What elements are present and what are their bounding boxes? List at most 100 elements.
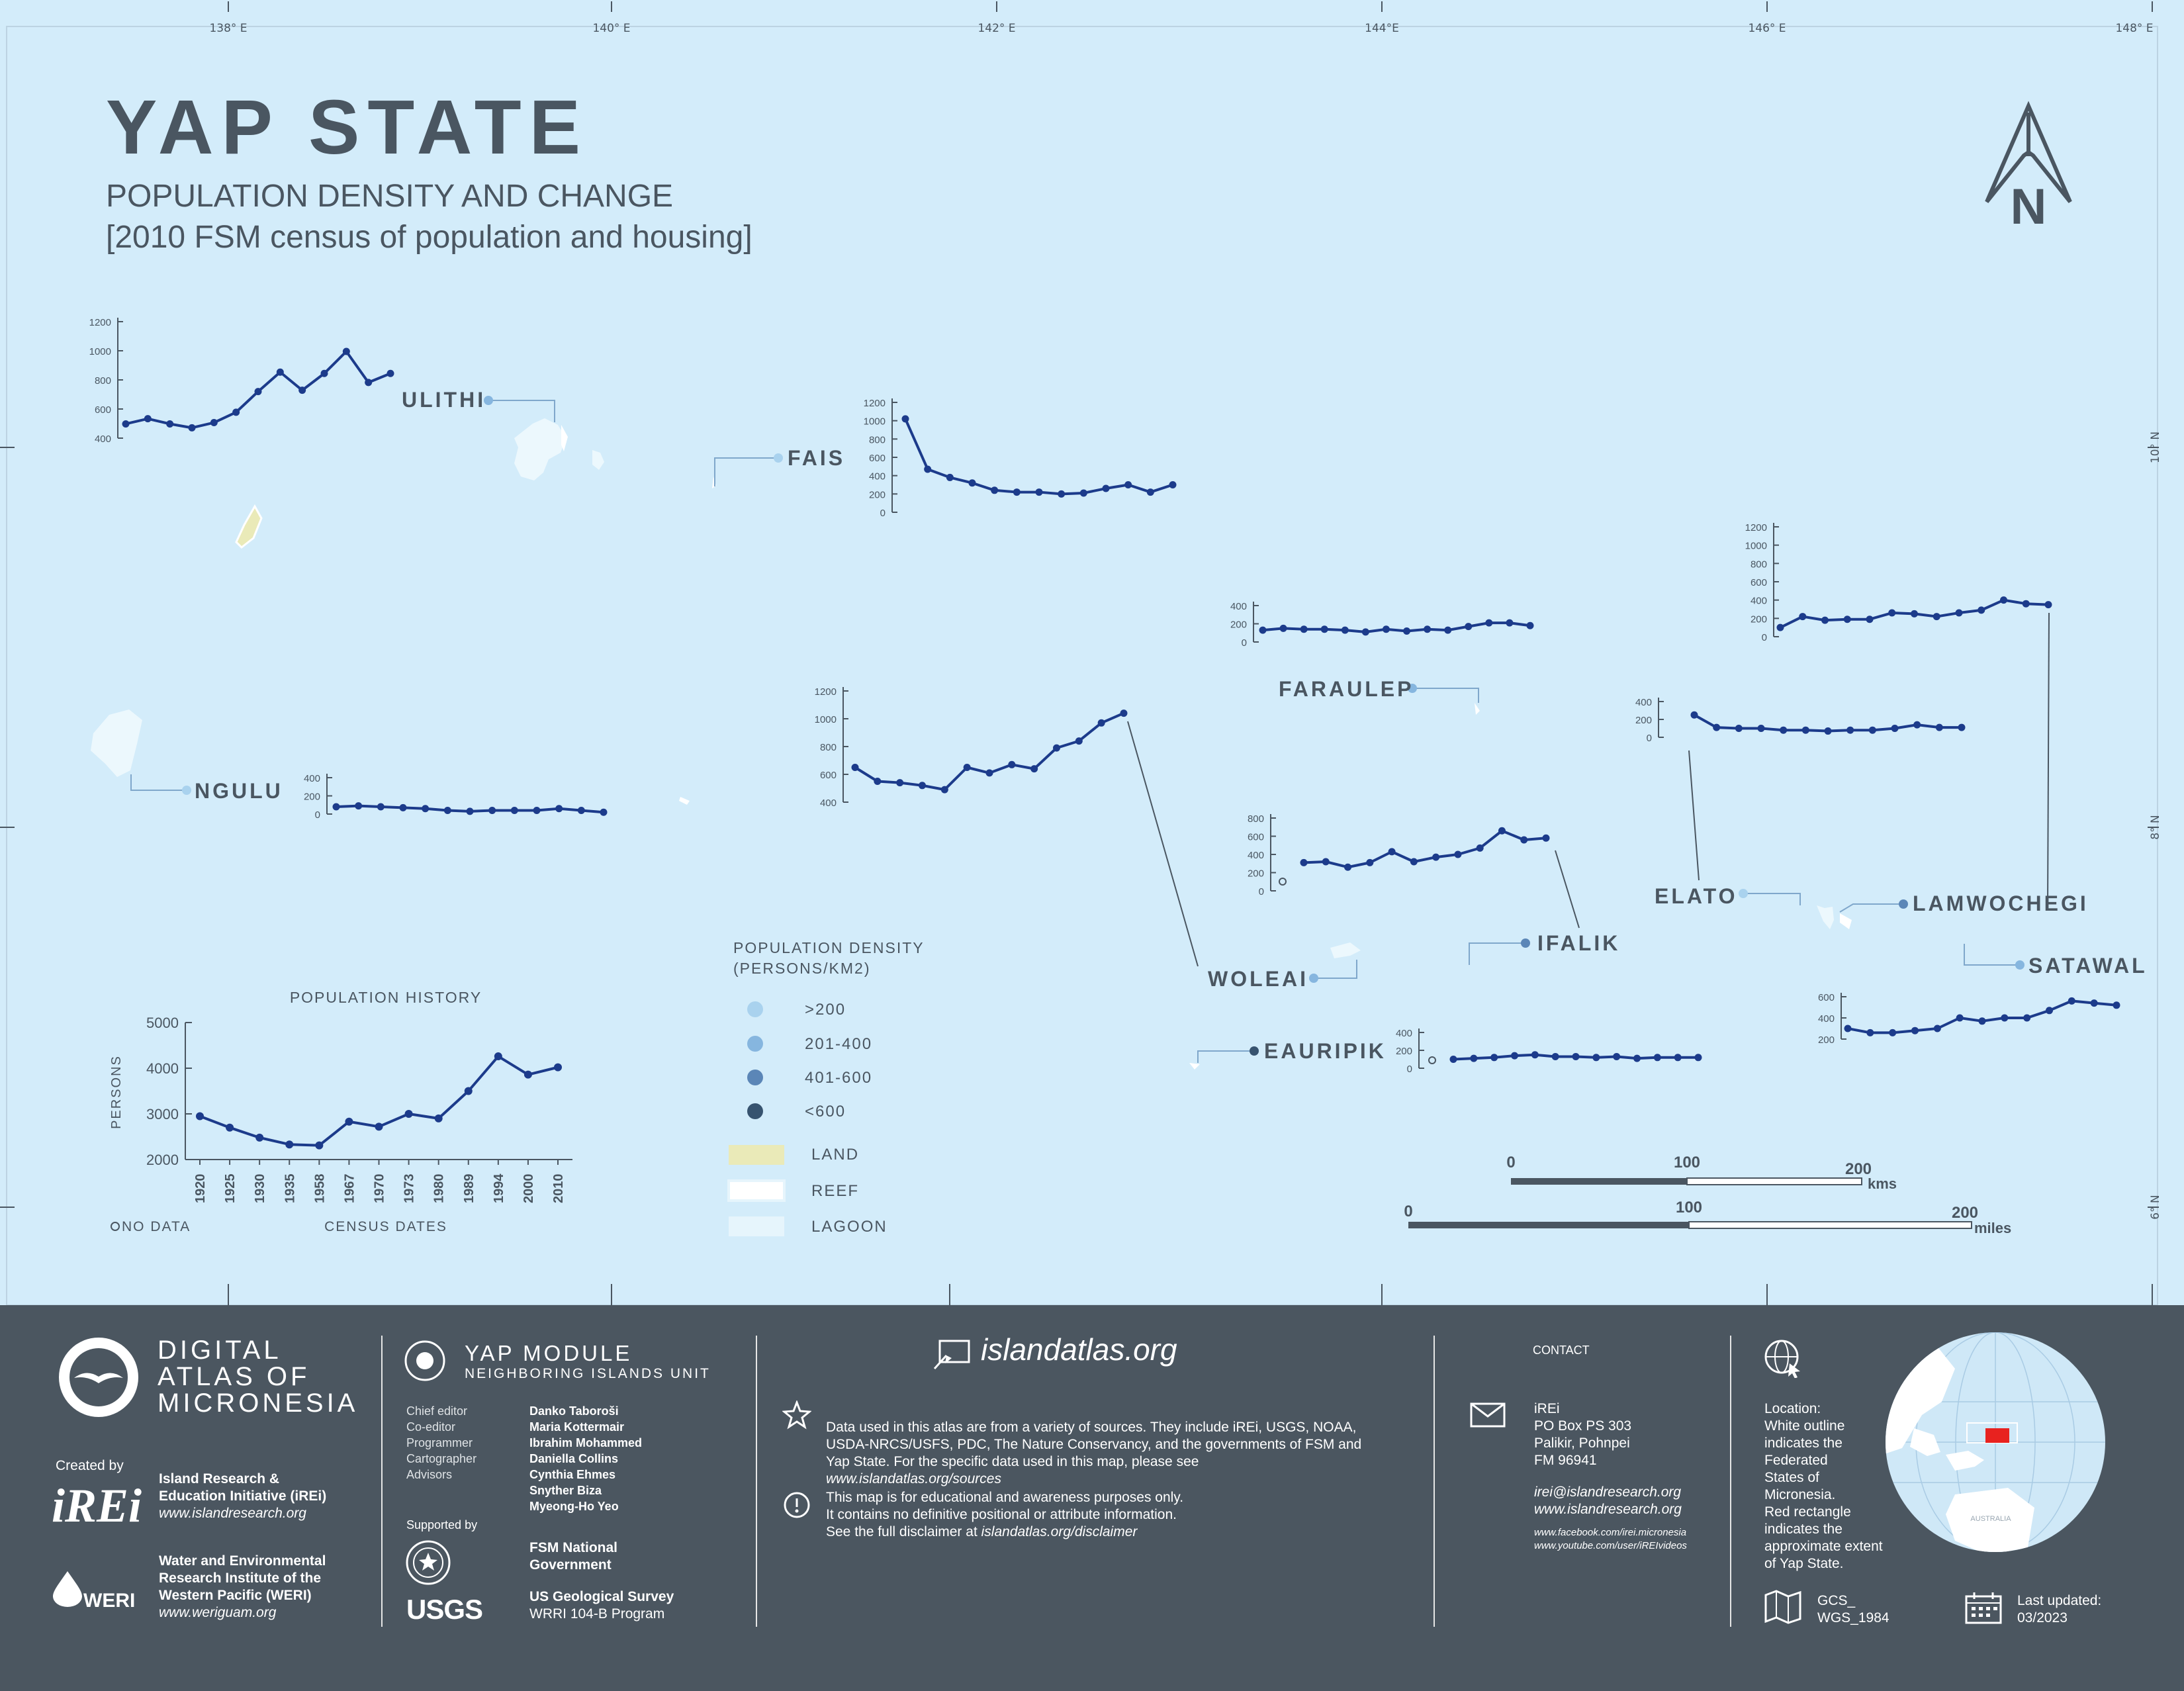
scale-bar: 0 100 200 kms 0 100 200 miles xyxy=(1404,1154,2011,1236)
sparkline-point xyxy=(443,807,451,814)
sparkline-point xyxy=(874,778,882,785)
sparkline-tick-label: 600 xyxy=(1248,832,1264,843)
sparkline-point xyxy=(2000,596,2007,604)
site-link[interactable]: islandatlas.org xyxy=(981,1332,1177,1367)
sparkline-point xyxy=(1300,858,1308,866)
ph-x-tick-label: 1967 xyxy=(342,1174,357,1204)
sparkline-tick-label: 200 xyxy=(869,489,886,500)
ph-x-tick-label: 1994 xyxy=(492,1173,506,1203)
sparkline-point xyxy=(896,779,904,787)
location-line: indicates the xyxy=(1764,1436,1843,1451)
no-data-marker xyxy=(1428,1056,1436,1064)
legend-density-swatch xyxy=(747,1001,763,1017)
sparkline-point xyxy=(1013,488,1021,496)
weri-name: Western Pacific (WERI) xyxy=(159,1588,312,1603)
sparkline-point xyxy=(2090,999,2098,1007)
supported-by-label: Supported by xyxy=(406,1518,478,1531)
sparkline-tick-label: 200 xyxy=(1248,868,1264,880)
sparkline-tick-label: 0 xyxy=(1407,1064,1412,1075)
legend: POPULATION DENSITY (PERSONS/KM2) >200 20… xyxy=(727,939,923,1236)
sparkline-tick-label: 200 xyxy=(1818,1034,1835,1046)
irei-logo: iREi xyxy=(52,1479,142,1532)
sparkline-tick-label: 1200 xyxy=(864,398,886,409)
ph-x-tick-label: 1980 xyxy=(432,1174,447,1204)
map: 138° E 140° E 142° E 144°E 146° E 148° E… xyxy=(0,1,2162,1305)
sparkline-point xyxy=(1801,726,1809,734)
irei-url[interactable]: www.islandresearch.org xyxy=(159,1506,306,1521)
sparkline-tick-label: 400 xyxy=(1751,596,1767,607)
atlas-brand-line: DIGITAL xyxy=(158,1336,282,1365)
island-label-woleai: WOLEAI xyxy=(1208,967,1308,991)
sparkline-point xyxy=(1542,834,1550,842)
ph-y-tick-label: 3000 xyxy=(146,1106,179,1122)
sparkline-ulithi: 1200 1000 800 600 400 xyxy=(89,317,394,445)
globe-icon xyxy=(1764,1340,1800,1378)
scale-km-200: 200 xyxy=(1845,1160,1872,1178)
sparkline-tick-label: 400 xyxy=(1818,1013,1835,1025)
sparkline-point xyxy=(122,420,130,428)
sparkline-point xyxy=(1933,1025,1941,1032)
sparkline-tick-label: 600 xyxy=(95,404,111,416)
sparkline-point xyxy=(1320,625,1328,633)
disclaimer-link[interactable]: islandatlas.org/disclaimer xyxy=(981,1524,1138,1539)
sparkline-tick-label: 400 xyxy=(95,434,111,445)
contact-youtube[interactable]: www.youtube.com/user/iREIvideos xyxy=(1534,1540,1687,1551)
sparkline-point xyxy=(387,369,394,377)
sparkline-tick-label: 600 xyxy=(869,453,886,464)
ph-x-tick-label: 1925 xyxy=(223,1174,238,1204)
ph-x-tick-label: 1989 xyxy=(462,1174,477,1204)
usgs-program: WRRI 104-B Program xyxy=(529,1606,665,1622)
last-updated-label: Last updated: xyxy=(2017,1593,2102,1608)
weri-url[interactable]: www.weriguam.org xyxy=(159,1605,277,1620)
location-line: White outline xyxy=(1764,1418,1845,1434)
contact-facebook[interactable]: www.facebook.com/irei.micronesia xyxy=(1534,1527,1687,1538)
sparkline-point xyxy=(1403,627,1411,635)
sparkline-point xyxy=(1633,1054,1641,1062)
sparkline-point xyxy=(1279,624,1287,632)
sparkline-tick-label: 200 xyxy=(1635,715,1652,726)
ph-point xyxy=(196,1112,204,1120)
sparkline-point xyxy=(1653,1054,1661,1062)
sparkline-point xyxy=(1690,711,1698,719)
weri-credit: Water and Environmental Research Institu… xyxy=(159,1553,326,1622)
sparkline-point xyxy=(1424,625,1432,633)
contact-email[interactable]: irei@islandresearch.org xyxy=(1534,1485,1682,1500)
sparkline-point xyxy=(1776,623,1784,631)
sparkline-point xyxy=(1470,1054,1478,1062)
sparkline-point xyxy=(1388,848,1396,856)
sparkline-point xyxy=(1169,481,1177,488)
sparkline-tick-label: 1000 xyxy=(815,714,837,725)
data-sources-link[interactable]: www.islandatlas.org/sources xyxy=(826,1471,1001,1486)
sparkline-point xyxy=(1866,616,1874,623)
yap-module-logo-icon xyxy=(404,1340,445,1381)
last-updated-value: 03/2023 xyxy=(2017,1610,2068,1625)
contact-web[interactable]: www.islandresearch.org xyxy=(1534,1502,1682,1517)
ph-x-tick-label: 2010 xyxy=(551,1174,566,1204)
sparkline-point xyxy=(1889,1028,1897,1036)
sparklines: 1200100080060040012001000800600400200040… xyxy=(89,317,2120,1075)
sparkline-elato: 400 200 0 xyxy=(1635,697,1966,744)
sparkline-point xyxy=(1821,616,1829,624)
ph-x-tick-label: 1935 xyxy=(283,1174,297,1204)
lat-label: 6° N xyxy=(2149,1195,2162,1219)
location-line: Red rectangle xyxy=(1764,1504,1851,1520)
sparkline-point xyxy=(1780,726,1788,734)
sparkline-point xyxy=(1846,726,1854,734)
sparkline-point xyxy=(1713,723,1721,731)
sparkline-eauripik: 400 200 0 xyxy=(1396,1028,1702,1075)
sparkline-tick-label: 1000 xyxy=(864,416,886,428)
population-history-xlabel: CENSUS DATES xyxy=(324,1219,447,1234)
sparkline-tick-label: 800 xyxy=(95,375,111,387)
sparkline-point xyxy=(1465,623,1473,631)
sparkline-point xyxy=(1531,1051,1539,1059)
ph-point xyxy=(494,1052,502,1061)
ph-point xyxy=(226,1123,234,1132)
label-leaders xyxy=(130,400,2020,1063)
map-projection-icon xyxy=(1764,1590,1801,1624)
ph-point xyxy=(255,1133,264,1142)
sparkline-point xyxy=(466,807,474,815)
credit-role: Co-editor xyxy=(406,1420,456,1434)
atlas-brand-line: MICRONESIA xyxy=(158,1389,359,1418)
ph-x-tick-label: 1930 xyxy=(253,1174,267,1204)
sparkline-line xyxy=(1303,829,1547,869)
